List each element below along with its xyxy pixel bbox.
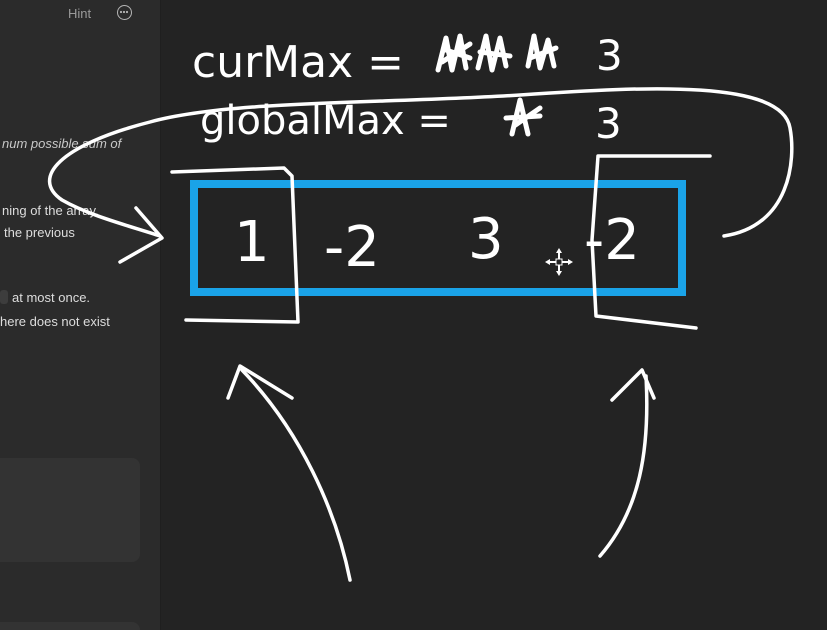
array-value-2: 3 [468,207,504,272]
global-max-value: 3 [595,99,622,148]
constraints-box [0,622,140,630]
hint-button[interactable]: Hint [68,6,92,21]
right-pointer-arrow-head [610,368,656,402]
dots-glyph [119,10,129,14]
right-bracket [590,154,712,330]
global-max-scribble [503,97,543,137]
left-bracket [170,166,300,324]
description-line-3: the previous [4,225,75,240]
left-pointer-arrow-head [226,364,294,400]
description-line-5: here does not exist [0,314,110,329]
cur-max-scribble [435,33,559,73]
loop-arrow [47,87,794,238]
inline-code-snippet [0,290,8,304]
description-line-4: at most once. [0,290,90,305]
panel-header: Hint [0,0,160,28]
array-box [190,180,686,296]
array-value-1: -2 [324,215,380,280]
description-line-1: num possible sum of [2,136,122,151]
move-cursor-icon [545,248,573,276]
right-pointer-arrow [598,374,649,558]
more-options-icon[interactable] [117,5,132,20]
array-value-0: 1 [234,210,270,275]
global-max-label: globalMax = [200,98,451,144]
loop-arrow-head [118,206,164,264]
cur-max-value: 3 [596,31,623,80]
left-pointer-arrow [240,368,352,582]
example-box [0,458,140,562]
cur-max-label: curMax = [192,37,404,88]
description-line-4-text: at most once. [12,290,91,305]
